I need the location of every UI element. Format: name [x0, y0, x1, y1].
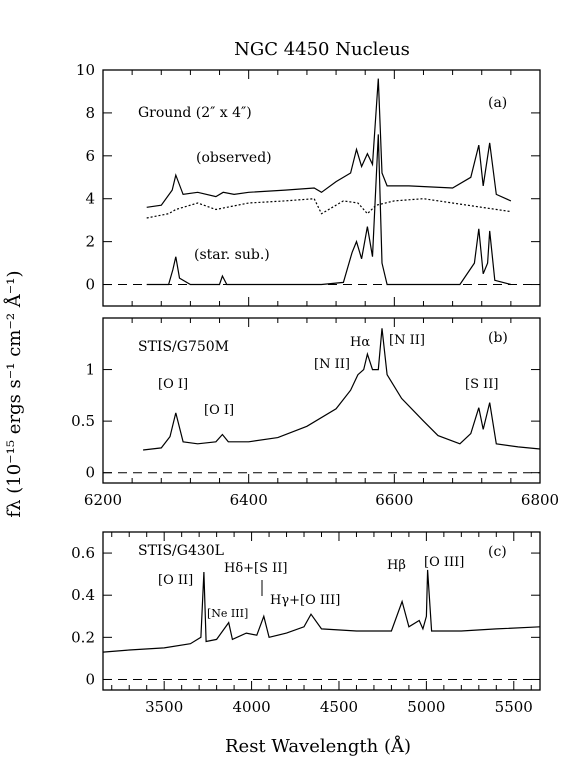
chart-title: NGC 4450 Nucleus	[234, 39, 410, 60]
panel-b: 0 0.5 1 6200 6400 6600 6800 STIS/G750M (b) [O …	[71, 317, 559, 509]
y-tick-label: 0	[85, 464, 95, 482]
label-hbeta: Hβ	[387, 558, 406, 573]
label-hgamma-oiii: Hγ+[O III]	[270, 593, 340, 608]
panel-a-title: Ground (2″ x 4″)	[138, 105, 252, 121]
starsub-label: (star. sub.)	[194, 247, 270, 263]
x-tick-label: 4500	[320, 698, 358, 716]
panel-b-title: STIS/G750M	[138, 339, 229, 355]
label-sii: [S II]	[465, 377, 498, 392]
x-axis-label: Rest Wavelength (Å)	[225, 735, 411, 757]
y-tick-label: 4	[85, 190, 95, 208]
label-oii: [O II]	[158, 573, 193, 588]
y-tick-label: 8	[85, 104, 95, 122]
x-tick-label: 6800	[521, 491, 559, 509]
x-tick-label: 6200	[84, 491, 122, 509]
y-tick-label: 10	[76, 61, 95, 79]
series-line	[146, 198, 511, 219]
panel-c: 0 0.2 0.4 0.6 3500 4000 4500 5000 5500 STIS/G430…	[71, 531, 541, 716]
y-tick-label: 6	[85, 147, 95, 165]
x-tick-label: 5000	[407, 698, 445, 716]
y-tick-label: 0.5	[71, 412, 95, 430]
y-tick-label: 0	[85, 670, 95, 688]
x-tick-label: 4000	[232, 698, 270, 716]
series-line	[146, 78, 512, 208]
label-neiii: [Ne III]	[207, 607, 248, 620]
y-tick-label: 2	[85, 233, 95, 251]
panel-c-title: STIS/G430L	[138, 543, 224, 559]
label-hdelta-sii: Hδ+[S II]	[224, 561, 288, 576]
panel-a-tag: (a)	[488, 95, 507, 111]
y-tick-label: 0.6	[71, 544, 95, 562]
series-line	[146, 134, 512, 286]
panel-c-tag: (c)	[488, 544, 507, 560]
label-oiii: [O III]	[424, 555, 464, 570]
y-tick-label: 0.4	[71, 586, 95, 604]
label-nii-6548: [N II]	[314, 357, 350, 372]
y-tick-label: 0	[85, 276, 95, 294]
y-tick-label: 1	[85, 361, 95, 379]
panel-a-frame	[102, 69, 541, 307]
panel-b-tag: (b)	[488, 330, 508, 346]
observed-label: (observed)	[196, 150, 272, 166]
series-line	[102, 569, 541, 653]
label-halpha: Hα	[350, 335, 370, 350]
label-oi-6300: [O I]	[158, 377, 188, 392]
label-nii-6583: [N II]	[389, 333, 425, 348]
x-tick-label: 3500	[145, 698, 183, 716]
series-line	[143, 328, 541, 451]
panel-b-frame	[102, 317, 541, 484]
y-tick-label: 0.2	[71, 628, 95, 646]
x-tick-label: 6600	[375, 491, 413, 509]
x-tick-label: 5500	[495, 698, 533, 716]
label-oi-6364: [O I]	[204, 403, 234, 418]
y-axis-label: fλ (10⁻¹⁵ ergs s⁻¹ cm⁻² Å⁻¹)	[3, 270, 25, 517]
x-tick-label: 6400	[230, 491, 268, 509]
